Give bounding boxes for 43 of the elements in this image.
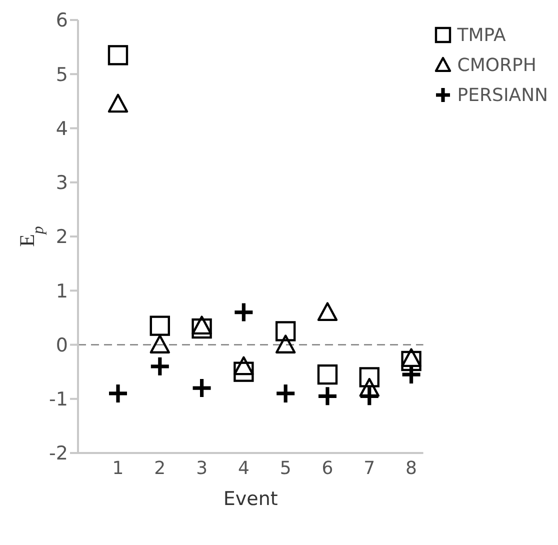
point <box>401 348 422 368</box>
point <box>316 385 338 407</box>
x-tick-label: 5 <box>280 458 292 479</box>
x-tick-label: 7 <box>364 458 376 479</box>
y-tick-label: 6 <box>56 10 68 32</box>
point <box>317 302 338 322</box>
y-tick-label: 2 <box>56 226 68 248</box>
point <box>234 362 254 382</box>
point <box>401 350 422 372</box>
x-tick-label: 1 <box>112 458 124 479</box>
y-tick-label: 1 <box>56 280 68 302</box>
point <box>275 334 296 354</box>
point <box>232 301 254 324</box>
point <box>107 382 129 404</box>
point <box>275 321 296 342</box>
point <box>274 382 296 404</box>
x-tick-label: 6 <box>322 458 334 479</box>
legend-label: TMPA <box>457 24 506 46</box>
x-tick-label: 3 <box>196 458 208 479</box>
point <box>150 334 170 354</box>
point <box>359 378 380 397</box>
x-tick-label: 8 <box>406 458 418 479</box>
legend-label: CMORPH <box>457 54 536 76</box>
y-tick-label: 4 <box>56 118 68 140</box>
y-tick-label: 0 <box>56 334 68 356</box>
y-tick-label: -2 <box>49 442 68 465</box>
y-tick-label: -1 <box>49 388 68 411</box>
point <box>359 367 380 388</box>
y-tick-label: 3 <box>56 172 68 194</box>
point <box>190 377 213 399</box>
point <box>150 316 170 336</box>
y-tick-label: 5 <box>56 64 68 86</box>
point <box>317 364 338 385</box>
x-tick-label: 2 <box>154 458 166 479</box>
point <box>192 318 212 339</box>
point <box>108 94 128 113</box>
x-tick-label: 4 <box>238 458 250 479</box>
point <box>149 356 171 378</box>
point <box>108 45 128 66</box>
point <box>192 316 212 335</box>
x-axis-title: Event <box>223 488 278 510</box>
point <box>234 356 254 376</box>
legend-label: PERSIANN <box>457 84 548 106</box>
